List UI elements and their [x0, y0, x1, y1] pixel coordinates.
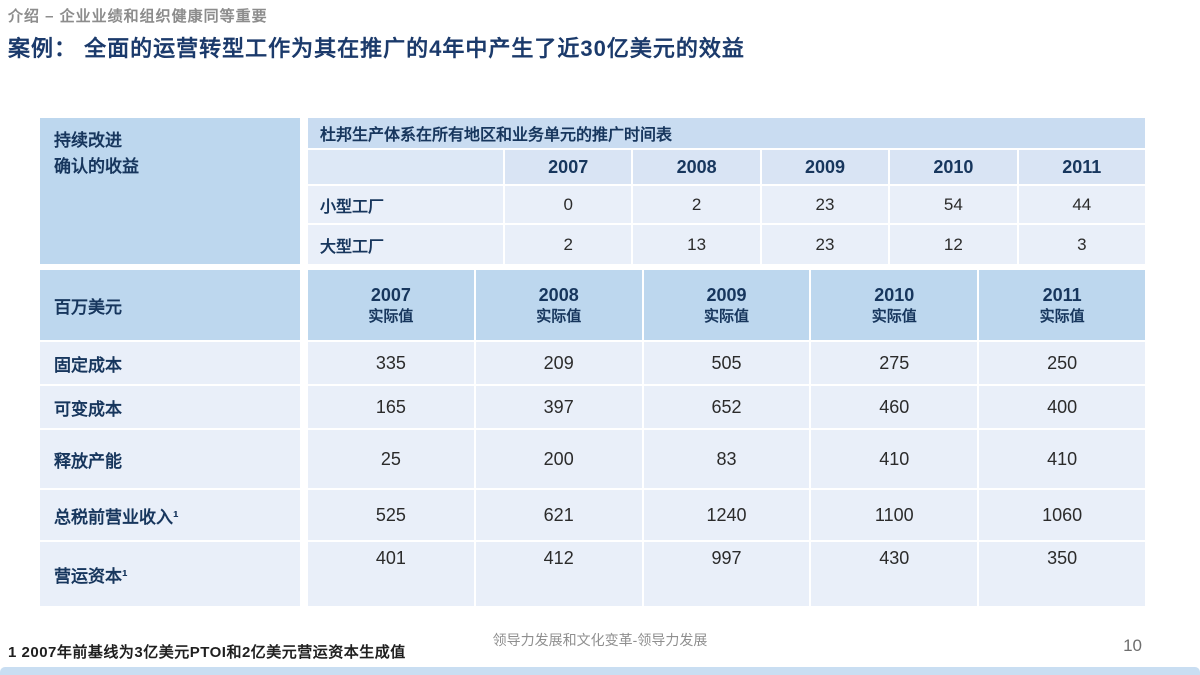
- table-cell: 83: [643, 430, 810, 488]
- timeline-row-label-large-plants: 大型工厂: [308, 225, 503, 264]
- year-label: 2010: [874, 284, 915, 305]
- table-cell: 410: [979, 430, 1145, 488]
- table-cell: 25: [308, 430, 474, 488]
- table-cell: 412: [475, 542, 642, 606]
- table-cell: 397: [475, 386, 642, 428]
- page-number: 10: [1123, 636, 1142, 655]
- benefits-table: 持续改进 确认的收益 百万美元 固定成本 可变成本 释放产能 总税前营业收入¹ …: [40, 118, 1145, 606]
- timeline-year-2008: 2008: [633, 150, 760, 184]
- table-cell: 1240: [643, 490, 810, 540]
- financials-header-2007: 2007 实际值: [308, 270, 474, 340]
- table-cell: 350: [979, 542, 1145, 606]
- table-cell: 44: [1018, 186, 1145, 223]
- timeline-year-2011: 2011: [1018, 150, 1145, 184]
- table-cell: 209: [475, 342, 642, 384]
- table-cell: 460: [811, 386, 978, 428]
- timeline-row-label-small-plants: 小型工厂: [308, 186, 503, 223]
- row-label-fixed-cost: 固定成本: [40, 342, 300, 384]
- actual-value-label: 实际值: [368, 308, 414, 326]
- table-cell: 3: [1018, 225, 1145, 264]
- table-cell: 1060: [979, 490, 1145, 540]
- financials-table: 2007 实际值 2008 实际值 2009 实际值 2010 实际值 2011…: [308, 270, 1145, 606]
- year-label: 2009: [706, 284, 747, 305]
- page-title: 案例： 全面的运营转型工作为其在推广的4年中产生了近30亿美元的效益: [8, 36, 745, 61]
- financials-header-2011: 2011 实际值: [979, 270, 1145, 340]
- table-cell: 997: [643, 542, 810, 606]
- timeline-year-2007: 2007: [505, 150, 632, 184]
- table-cell: 250: [979, 342, 1145, 384]
- table-cell: 200: [475, 430, 642, 488]
- row-label-working-capital: 营运资本¹: [40, 542, 300, 606]
- actual-value-label: 实际值: [703, 308, 749, 326]
- actual-value-label: 实际值: [871, 308, 917, 326]
- left-header-cell: 持续改进 确认的收益: [40, 118, 300, 264]
- table-cell: 12: [890, 225, 1017, 264]
- timeline-year-2010: 2010: [890, 150, 1017, 184]
- actual-value-label: 实际值: [1039, 308, 1085, 326]
- timeline-year-2009: 2009: [761, 150, 889, 184]
- kicker-text: 介绍 – 企业业绩和组织健康同等重要: [8, 8, 268, 25]
- table-cell: 525: [308, 490, 474, 540]
- financials-header-2010: 2010 实际值: [811, 270, 978, 340]
- table-cell: 505: [643, 342, 810, 384]
- year-label: 2008: [538, 284, 579, 305]
- footnote: 1 2007年前基线为3亿美元PTOI和2亿美元营运资本生成值: [8, 644, 406, 661]
- timeline-table: 杜邦生产体系在所有地区和业务单元的推广时间表 2007 2008 2009 20…: [308, 118, 1145, 264]
- timeline-blank-cell: [308, 150, 503, 184]
- table-cell: 335: [308, 342, 474, 384]
- table-cell: 54: [890, 186, 1017, 223]
- footer-deck-title: 领导力发展和文化变革-领导力发展: [492, 632, 708, 648]
- table-cell: 652: [643, 386, 810, 428]
- slide-header: 介绍 – 企业业绩和组织健康同等重要 案例： 全面的运营转型工作为其在推广的4年…: [8, 5, 1188, 63]
- row-label-total-ptoi: 总税前营业收入¹: [40, 490, 300, 540]
- year-label: 2011: [1042, 284, 1082, 305]
- table-cell: 2: [633, 186, 760, 223]
- table-left-column: 持续改进 确认的收益 百万美元 固定成本 可变成本 释放产能 总税前营业收入¹ …: [40, 118, 300, 606]
- table-cell: 165: [308, 386, 474, 428]
- table-right-column: 杜邦生产体系在所有地区和业务单元的推广时间表 2007 2008 2009 20…: [308, 118, 1145, 606]
- unit-label-cell: 百万美元: [40, 270, 300, 340]
- financials-header-2008: 2008 实际值: [475, 270, 642, 340]
- table-cell: 0: [505, 186, 632, 223]
- financials-header-2009: 2009 实际值: [643, 270, 810, 340]
- table-cell: 401: [308, 542, 474, 606]
- table-cell: 400: [979, 386, 1145, 428]
- table-cell: 621: [475, 490, 642, 540]
- table-cell: 13: [633, 225, 760, 264]
- table-cell: 1100: [811, 490, 978, 540]
- table-cell: 23: [761, 186, 889, 223]
- year-label: 2007: [370, 284, 411, 305]
- bottom-accent-bar: [0, 667, 1200, 675]
- row-label-variable-cost: 可变成本: [40, 386, 300, 428]
- table-cell: 23: [761, 225, 889, 264]
- timeline-title: 杜邦生产体系在所有地区和业务单元的推广时间表: [308, 118, 1145, 148]
- table-cell: 275: [811, 342, 978, 384]
- table-cell: 430: [811, 542, 978, 606]
- table-cell: 410: [811, 430, 978, 488]
- actual-value-label: 实际值: [536, 308, 582, 326]
- table-cell: 2: [505, 225, 632, 264]
- row-label-released-capacity: 释放产能: [40, 430, 300, 488]
